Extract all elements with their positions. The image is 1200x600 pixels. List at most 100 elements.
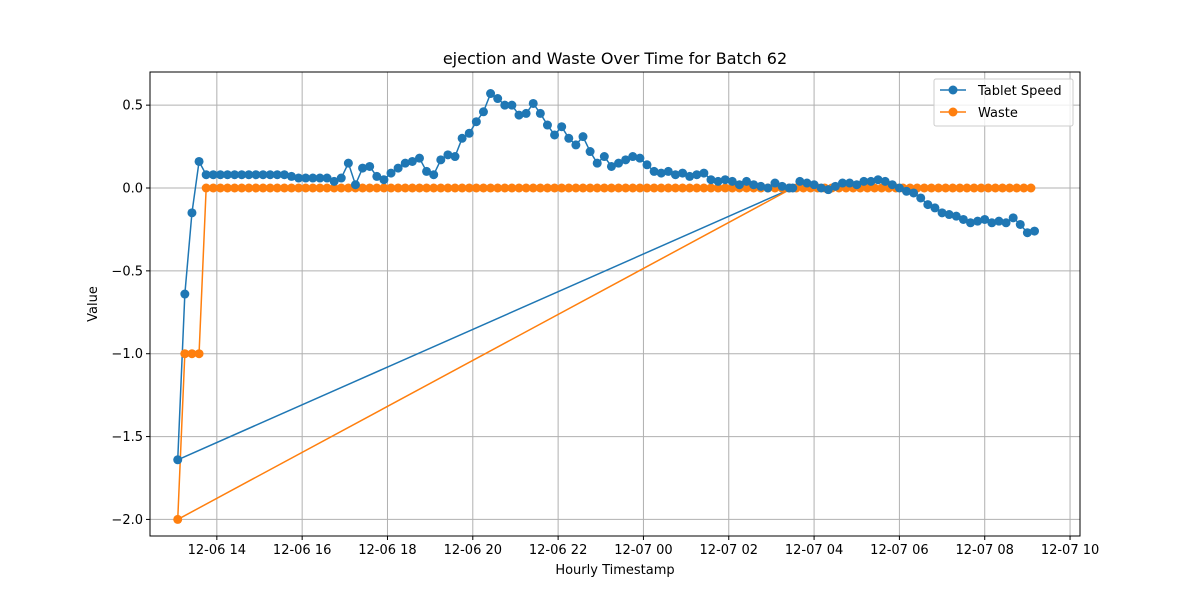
waste-point <box>322 183 332 193</box>
waste-point <box>592 183 602 193</box>
tablet-speed-point <box>816 183 826 193</box>
chart-title: ejection and Waste Over Time for Batch 6… <box>443 49 787 68</box>
tablet-speed-point <box>951 211 961 221</box>
y-tick-label: −2.0 <box>111 513 143 528</box>
y-axis-title: Value <box>86 286 101 322</box>
tablet-speed-point <box>500 100 510 110</box>
waste-point <box>457 183 467 193</box>
waste-point <box>948 183 958 193</box>
tablet-speed-point <box>393 163 403 173</box>
tablet-speed-point <box>237 170 247 180</box>
tablet-speed-point <box>329 176 339 186</box>
tablet-speed-point <box>663 166 673 176</box>
tablet-speed-point <box>358 163 368 173</box>
waste-point <box>628 183 638 193</box>
tablet-speed-point <box>838 178 848 188</box>
tablet-speed-point <box>713 176 723 186</box>
tablet-speed-point <box>909 188 919 198</box>
tablet-speed-point <box>187 208 197 218</box>
x-tick-label: 12-06 20 <box>444 543 502 558</box>
waste-point <box>187 349 197 359</box>
waste-point <box>237 183 247 193</box>
tablet-speed-point <box>471 117 481 127</box>
tablet-speed-point <box>386 168 396 178</box>
legend-marker-waste <box>948 107 958 117</box>
waste-point <box>450 183 460 193</box>
tablet-speed-point <box>1015 219 1025 229</box>
waste-point <box>379 183 389 193</box>
tablet-speed-point <box>400 158 410 168</box>
waste-point <box>976 183 986 193</box>
tablet-speed-point <box>859 176 869 186</box>
tablet-speed-point <box>777 181 787 191</box>
waste-point <box>365 183 375 193</box>
tablet-speed-point <box>902 186 912 196</box>
waste-point <box>535 183 545 193</box>
x-tick-label: 12-06 18 <box>358 543 416 558</box>
tablet-speed-point <box>692 170 702 180</box>
waste-point <box>443 183 453 193</box>
waste-point <box>685 183 695 193</box>
waste-point <box>1012 183 1022 193</box>
tablet-speed-point <box>450 152 460 162</box>
tablet-speed-point <box>742 176 752 186</box>
waste-point <box>422 183 432 193</box>
tablet-speed-point <box>173 455 183 465</box>
tablet-speed-point <box>720 175 730 185</box>
tablet-speed-point <box>208 170 218 180</box>
tablet-speed-point <box>994 216 1004 226</box>
tablet-speed-point <box>286 171 296 181</box>
tablet-speed-point <box>606 161 616 171</box>
waste-point <box>258 183 268 193</box>
waste-point <box>699 183 709 193</box>
waste-point <box>571 183 581 193</box>
waste-point <box>507 183 517 193</box>
waste-point <box>336 183 346 193</box>
tablet-speed-point <box>272 170 282 180</box>
x-tick-label: 12-07 06 <box>870 543 928 558</box>
tablet-speed-point <box>770 178 780 188</box>
waste-point <box>877 183 887 193</box>
waste-point <box>1019 183 1029 193</box>
tablet-speed-point <box>478 107 488 117</box>
waste-point <box>706 183 716 193</box>
waste-point <box>670 183 680 193</box>
waste-point <box>542 183 552 193</box>
waste-point <box>926 183 936 193</box>
tablet-speed-point <box>966 218 975 228</box>
waste-point <box>1026 183 1036 193</box>
waste-point <box>1005 183 1015 193</box>
waste-point <box>400 183 410 193</box>
tablet-speed-point <box>734 180 744 190</box>
legend-label-waste: Waste <box>978 106 1018 121</box>
y-tick-label: 0.5 <box>122 99 143 114</box>
tablet-speed-point <box>763 183 773 193</box>
tablet-speed-point <box>635 153 645 163</box>
waste-point <box>194 349 204 359</box>
waste-point <box>329 183 339 193</box>
waste-point <box>870 183 880 193</box>
waste-point <box>215 183 225 193</box>
tablet-speed-point <box>944 210 954 220</box>
tablet-speed-point <box>436 155 446 165</box>
waste-point <box>265 183 275 193</box>
tablet-speed-point <box>1022 228 1032 238</box>
x-tick-label: 12-06 16 <box>273 543 331 558</box>
tablet-speed-point <box>336 173 346 183</box>
tablet-speed-point <box>894 183 904 193</box>
tablet-speed-point <box>457 133 467 143</box>
waste-point <box>251 183 261 193</box>
tablet-speed-point <box>830 181 840 191</box>
tablet-speed-point <box>621 155 631 165</box>
waste-point <box>564 183 574 193</box>
waste-point <box>578 183 588 193</box>
tablet-speed-point <box>350 180 360 190</box>
waste-point <box>656 183 666 193</box>
tablet-speed-point <box>308 173 318 183</box>
tablet-speed-point <box>823 185 833 195</box>
x-tick-label: 12-07 10 <box>1041 543 1099 558</box>
plot-frame <box>149 71 1081 537</box>
waste-point <box>742 183 752 193</box>
waste-point <box>642 183 652 193</box>
tablet-speed-point <box>507 100 517 110</box>
